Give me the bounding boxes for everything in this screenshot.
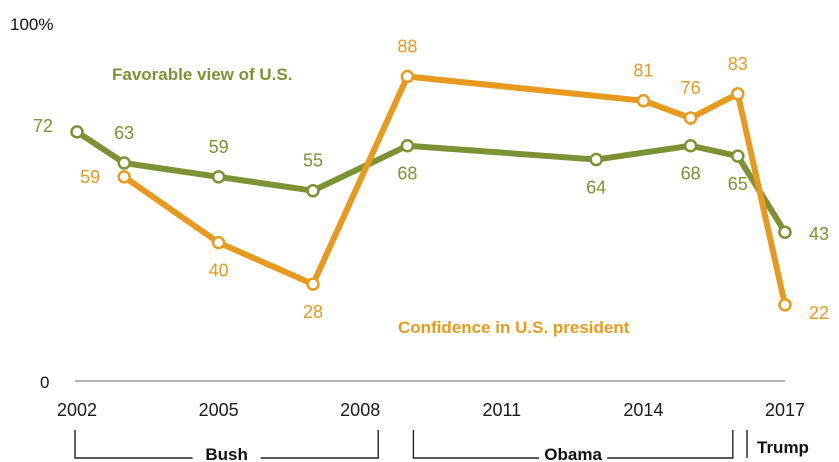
data-label: 55: [303, 151, 323, 171]
data-point: [70, 125, 84, 139]
x-tick-label: 2011: [482, 400, 521, 420]
data-label: 40: [209, 261, 229, 281]
data-point: [306, 183, 320, 198]
data-point: [117, 156, 131, 170]
series-points: [70, 69, 792, 312]
data-label: 28: [303, 302, 323, 322]
x-tick-label: 2017: [765, 400, 805, 420]
x-tick-label: 2002: [57, 400, 97, 420]
data-point: [211, 170, 226, 184]
series-label-confidence: Confidence in U.S. president: [398, 318, 630, 337]
y-axis-top-label: 100%: [10, 15, 53, 34]
data-point: [731, 149, 745, 163]
data-label: 64: [586, 178, 606, 198]
era-label-bush: Bush: [205, 445, 248, 462]
x-tick-label: 2014: [623, 400, 663, 420]
data-point: [778, 298, 792, 312]
data-labels: 72 63 59 55 68 64 68 65 43 59 40 28 88 81 76 83 22: [33, 37, 829, 323]
series-lines: [74, 73, 788, 308]
data-label: 59: [80, 167, 100, 187]
data-point: [400, 69, 415, 84]
x-axis-ticks: 2002 2005 2008 2011 2014 2017: [57, 400, 805, 420]
data-point: [683, 111, 698, 125]
data-label: 83: [728, 54, 748, 74]
era-bracket-right: [260, 430, 379, 459]
data-point: [117, 170, 131, 184]
data-point: [589, 152, 603, 167]
data-label: 63: [114, 123, 134, 143]
data-point: [778, 225, 792, 239]
data-label: 72: [33, 116, 53, 136]
y-axis-zero-label: 0: [40, 373, 49, 392]
data-label: 81: [633, 61, 653, 81]
data-point: [683, 138, 698, 153]
data-point: [306, 277, 320, 291]
data-point: [731, 87, 745, 101]
series-label-favorable: Favorable view of U.S.: [112, 65, 292, 84]
data-label: 43: [809, 224, 829, 244]
era-brackets: Bush Obama Trump: [74, 430, 809, 462]
x-tick-label: 2008: [340, 400, 380, 420]
era-label-trump: Trump: [757, 438, 809, 457]
data-label: 68: [397, 164, 417, 184]
data-label: 88: [397, 37, 417, 57]
data-point: [636, 93, 651, 108]
era-bracket-right: [607, 430, 734, 459]
era-bracket-left: [74, 430, 193, 459]
data-label: 59: [209, 137, 229, 157]
era-label-obama: Obama: [544, 445, 602, 462]
data-label: 65: [728, 174, 748, 194]
x-tick-label: 2005: [199, 400, 239, 420]
data-label: 22: [809, 303, 829, 323]
data-label: 76: [681, 78, 701, 98]
data-label: 68: [681, 164, 701, 184]
series-line-1: [121, 73, 788, 308]
era-bracket-left: [412, 430, 540, 459]
data-point: [400, 138, 415, 153]
data-point: [211, 235, 226, 250]
